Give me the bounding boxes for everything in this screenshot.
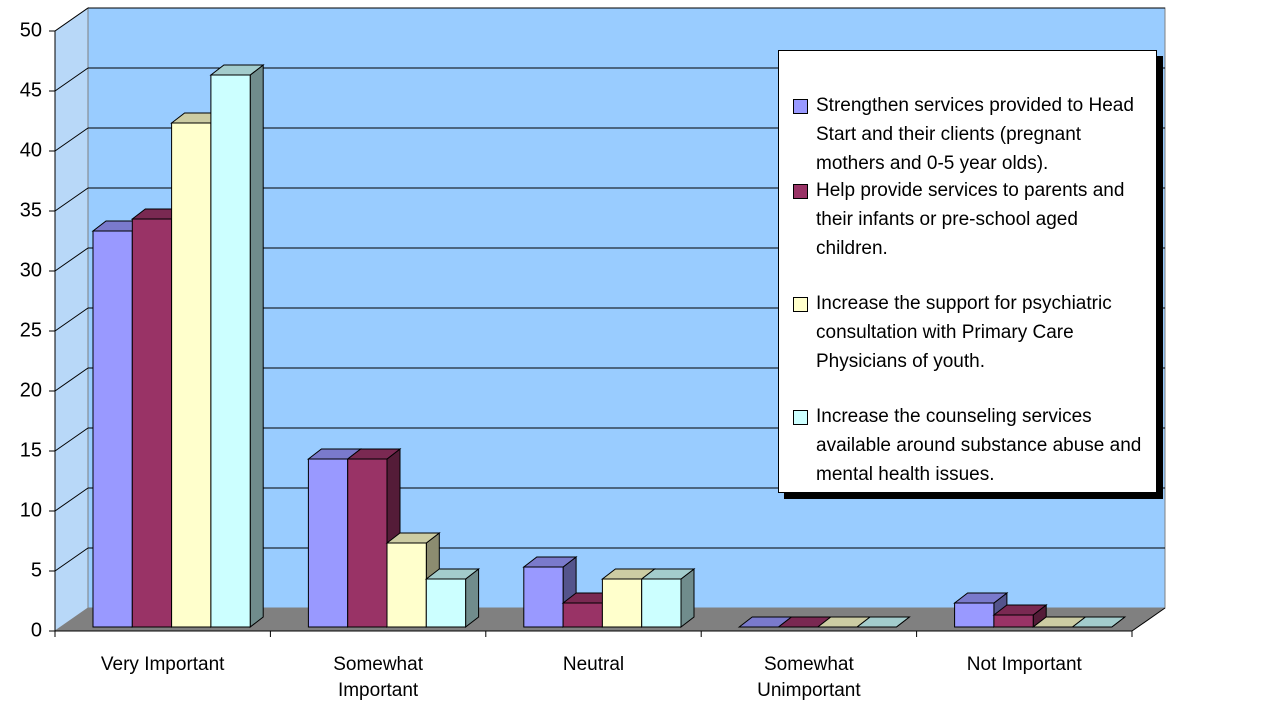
bar xyxy=(424,567,481,629)
x-tick-label: Somewhat Unimportant xyxy=(757,654,861,701)
legend-entry: Strengthen services provided to Head Sta… xyxy=(793,91,1153,178)
grid-line xyxy=(54,367,89,392)
y-tick-label: 10 xyxy=(20,499,42,521)
legend-swatch xyxy=(793,410,808,425)
bar xyxy=(209,63,265,629)
bar-front xyxy=(523,566,564,628)
bar-front xyxy=(993,614,1034,628)
bar-front xyxy=(601,578,643,628)
bar-top xyxy=(209,64,265,76)
bar-front xyxy=(210,74,251,628)
bar-front xyxy=(386,542,427,628)
bar-front xyxy=(425,578,467,628)
bar-front xyxy=(347,458,388,628)
y-tick-label: 40 xyxy=(20,139,42,161)
bar-top xyxy=(346,448,402,460)
legend-label: Strengthen services provided to Head Sta… xyxy=(816,95,1134,174)
legend-swatch xyxy=(793,184,808,199)
y-tick-label: 30 xyxy=(20,259,42,281)
y-tick-label: 50 xyxy=(20,19,42,41)
x-tick-label: Very Important xyxy=(100,654,225,675)
bar-front xyxy=(954,602,995,628)
bar xyxy=(855,616,911,628)
bar-front xyxy=(562,602,603,628)
legend-label: Increase the support for psychiatric con… xyxy=(816,293,1112,372)
legend-swatch xyxy=(793,99,808,114)
legend-entry: Increase the counseling services availab… xyxy=(793,402,1153,489)
legend-entry: Help provide services to parents and the… xyxy=(793,176,1153,263)
y-tick-label: 15 xyxy=(20,439,42,461)
y-tick-label: 25 xyxy=(20,319,42,341)
bar-front xyxy=(92,230,133,628)
bar xyxy=(992,603,1048,629)
grid-line xyxy=(54,487,89,512)
legend: Strengthen services provided to Head Sta… xyxy=(778,50,1157,493)
bar-top xyxy=(640,568,696,580)
floor-edge xyxy=(1131,607,1166,632)
bar-top xyxy=(992,604,1048,616)
grid-line xyxy=(54,7,89,32)
y-tick-label: 45 xyxy=(20,79,42,101)
bar-top xyxy=(385,532,441,544)
legend-label: Help provide services to parents and the… xyxy=(816,180,1125,259)
bar-top xyxy=(1071,616,1127,628)
legend-entry: Increase the support for psychiatric con… xyxy=(793,289,1153,376)
bar-top xyxy=(424,568,481,580)
bar-front xyxy=(131,218,173,628)
y-tick-label: 35 xyxy=(20,199,42,221)
grid-line xyxy=(54,427,89,452)
grid-line xyxy=(54,187,89,212)
x-tick-label: Not Important xyxy=(966,654,1082,675)
bar-top xyxy=(953,592,1009,604)
y-tick-label: 5 xyxy=(31,559,42,581)
grid-line xyxy=(54,547,89,572)
bar-front xyxy=(641,578,682,628)
grid-line xyxy=(54,127,89,152)
bar xyxy=(640,567,696,629)
legend-label: Increase the counseling services availab… xyxy=(816,406,1142,485)
bar-side xyxy=(249,63,264,629)
grid-line xyxy=(54,247,89,272)
y-tick-label: 20 xyxy=(20,379,42,401)
y-tick-label: 0 xyxy=(31,619,42,641)
bar-front xyxy=(171,122,212,628)
bar xyxy=(1071,616,1127,628)
legend-swatch xyxy=(793,297,808,312)
bar-front xyxy=(307,458,349,628)
grid-line xyxy=(54,307,89,332)
x-tick-label: Neutral xyxy=(562,654,625,675)
x-tick-label: Somewhat Important xyxy=(333,654,423,701)
bar-top xyxy=(522,556,578,568)
bar-top xyxy=(855,616,911,628)
grid-line xyxy=(54,67,89,92)
